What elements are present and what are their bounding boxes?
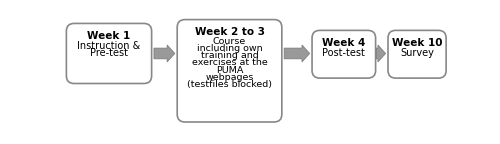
Polygon shape [154,45,175,62]
FancyBboxPatch shape [66,23,152,84]
Text: training and: training and [200,51,258,60]
Polygon shape [284,45,310,62]
FancyBboxPatch shape [177,20,282,122]
Text: Pre-test: Pre-test [90,48,128,58]
Text: Post-test: Post-test [322,48,366,57]
Text: Week 4: Week 4 [322,38,366,48]
Text: exercises at the: exercises at the [192,58,268,67]
Text: including own: including own [196,44,262,53]
FancyBboxPatch shape [388,30,446,78]
FancyBboxPatch shape [312,30,376,78]
Text: Week 10: Week 10 [392,38,442,48]
Polygon shape [376,45,386,62]
Text: PUMA: PUMA [216,66,243,75]
Text: (testfiles blocked): (testfiles blocked) [187,80,272,89]
Text: Week 1: Week 1 [88,31,130,41]
Text: Survey: Survey [400,48,434,57]
Text: Instruction &: Instruction & [78,41,140,51]
Text: Week 2 to 3: Week 2 to 3 [194,27,264,37]
Text: webpages: webpages [206,73,254,82]
Text: Course: Course [213,37,246,46]
